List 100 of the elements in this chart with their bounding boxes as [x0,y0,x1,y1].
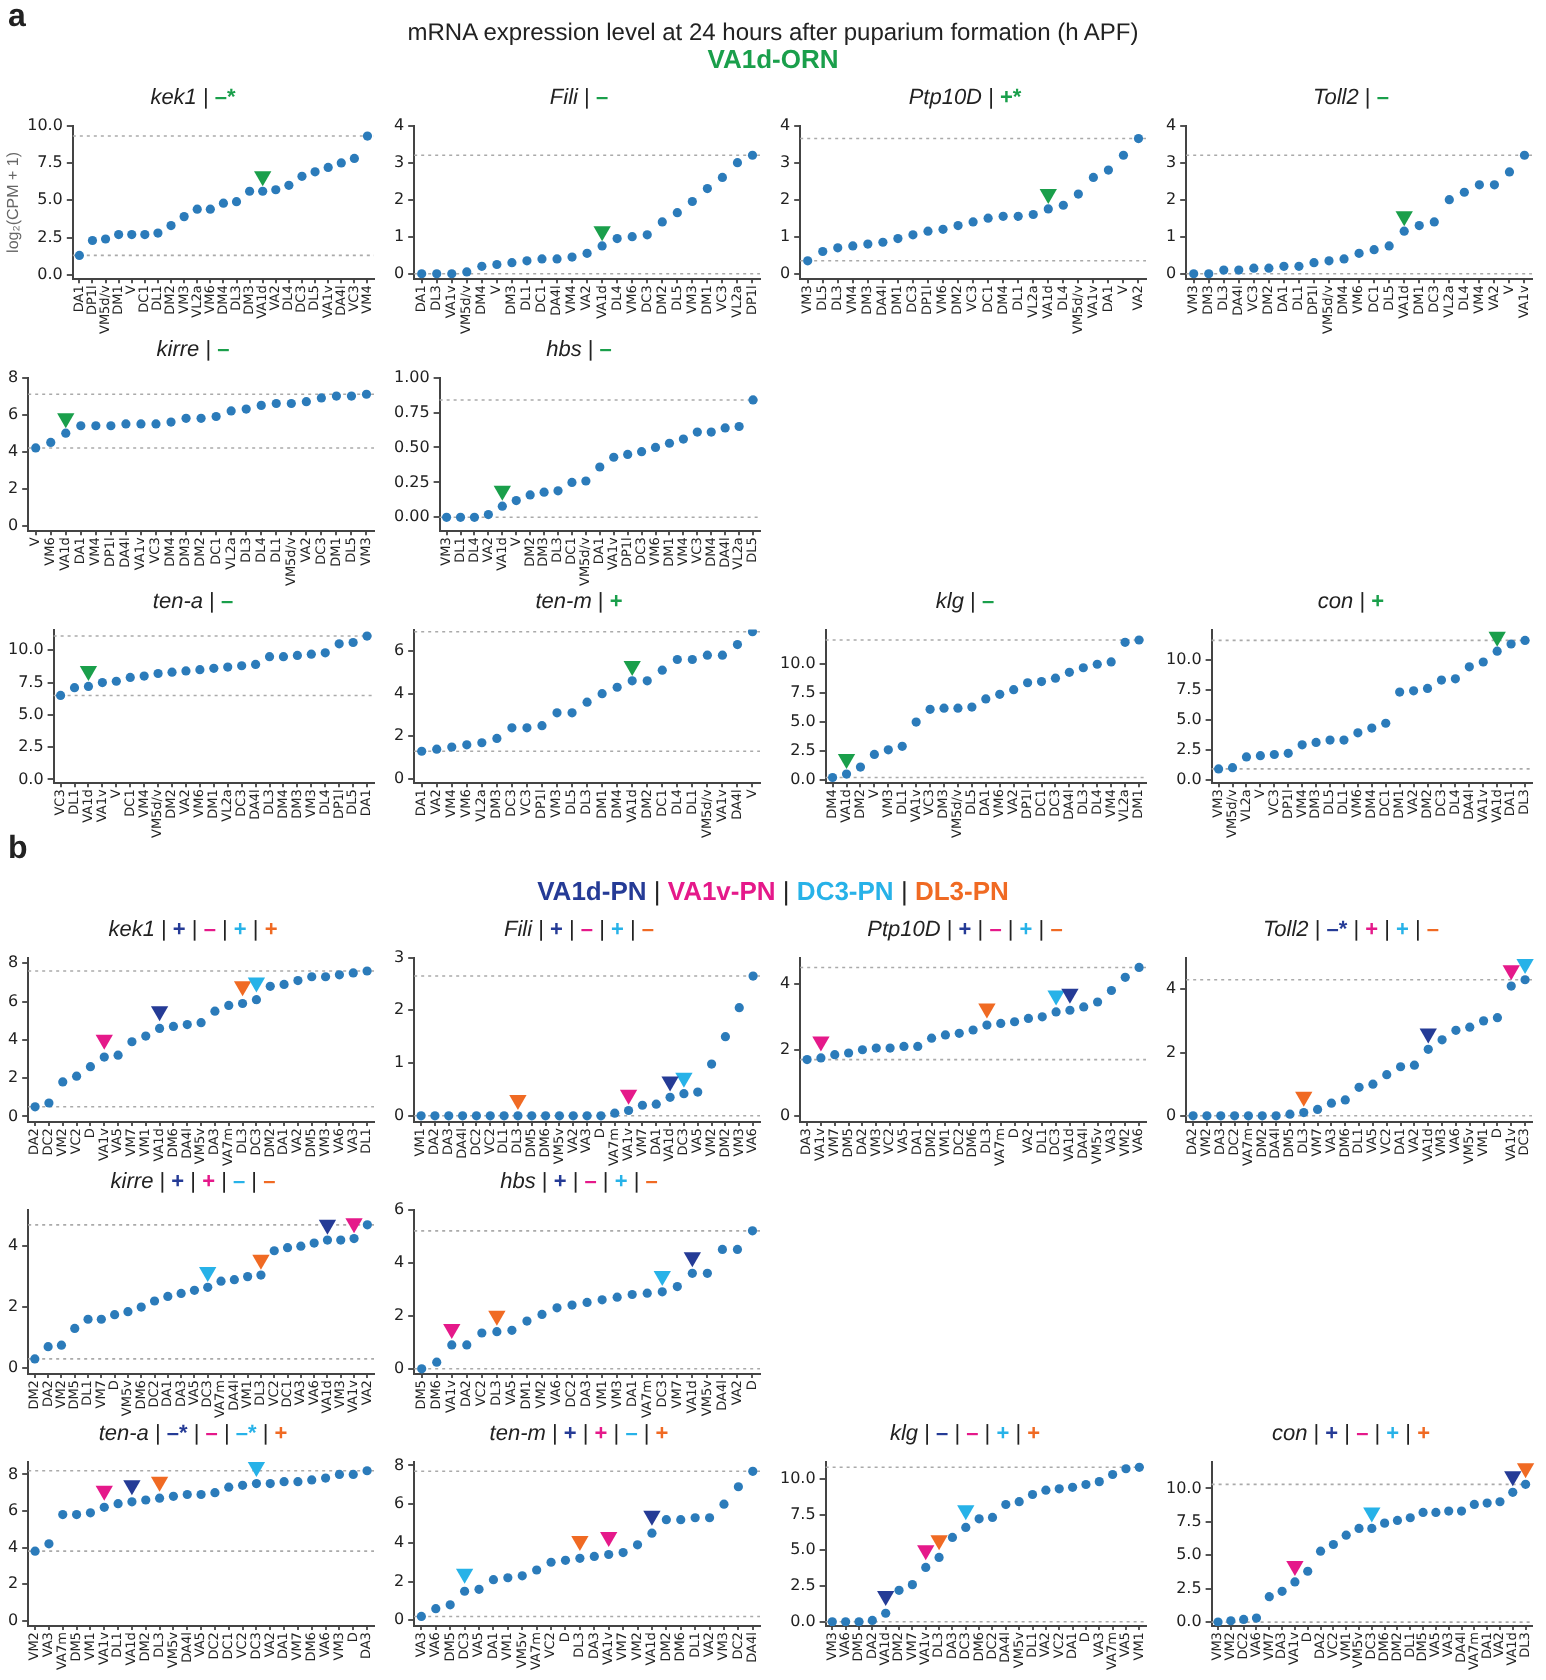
y-tick-label: 5.0 [790,712,816,731]
y-tick-label: 2 [7,1068,19,1087]
y-tick-label: 0 [393,1105,405,1124]
y-tick-label: 7.5 [790,1504,816,1523]
y-tick-label: 10.0 [780,654,816,673]
y-tick-label: 6 [393,1199,405,1218]
y-tick-label: 10.0 [27,115,63,134]
chart-title: ten-m | + | + | – | + [489,1422,669,1446]
chart-title: kek1 | –* [148,84,238,112]
chart-title: ten-a | – [150,588,236,616]
text: VA1d-PN | VA1v-PN | DC3-PN | DL3-PN [535,876,1011,906]
chart-title: Fili | + | – | + | – [503,918,655,942]
y-tick-label: 2.5 [790,741,816,760]
y-tick-label: 0 [393,263,405,282]
y-tick-label: 0 [393,1358,405,1377]
y-tick-label: 0 [7,515,19,534]
y-tick-label: 10.0 [8,640,44,659]
y-tick-label: 1 [393,1053,405,1072]
chart-title: ten-m | + [533,588,625,616]
y-tick-label: 4 [1165,115,1177,134]
y-tick-label: 6 [7,991,19,1010]
y-tick-label: 0.75 [394,402,430,421]
y-tick-label: 2 [1165,1042,1177,1061]
y-tick-label: 8 [7,367,19,386]
chart-title: ten-a | –* | – | –* | + [98,1422,288,1446]
y-tick-label: 5.0 [37,190,63,209]
y-tick-label: 8 [7,953,19,972]
y-tick-label: 0.0 [1176,769,1202,788]
y-tick-label: 2 [393,189,405,208]
y-tick-label: 6 [7,404,19,423]
y-tick-label: 2.5 [790,1576,816,1595]
y-tick-label: 0.0 [18,769,44,788]
y-tick-label: 1 [393,226,405,245]
y-tick-label: 4 [7,1030,19,1049]
y-tick-label: 2.5 [1176,1578,1202,1597]
y-tick-label: 6 [393,641,405,660]
y-tick-label: 0 [7,1610,19,1629]
y-tick-label: 2 [393,1305,405,1324]
y-tick-label: 2 [779,189,791,208]
y-tick-label: 0 [779,1105,791,1124]
y-axis-title: log₂(CPM + 1) [4,151,23,253]
y-tick-label: 0 [1165,263,1177,282]
chart-title: klg | – | – | + | + [889,1422,1041,1446]
y-tick-label: 3 [393,947,405,966]
y-tick-label: 3 [1165,152,1177,171]
y-tick-label: 3 [393,152,405,171]
y-tick-label: 2 [7,1297,19,1316]
y-tick-label: 5.0 [18,705,44,723]
y-tick-label: 2 [393,1000,405,1019]
chart-title: hbs | + | – | + | – [500,1170,658,1194]
y-tick-label: 0.50 [394,437,430,456]
y-tick-label: 2.5 [37,227,63,246]
y-tick-label: 6 [393,1494,405,1513]
chart-title: con | + [1315,588,1387,616]
y-tick-label: 5.0 [790,1540,816,1559]
text: VA1d-ORN [707,44,839,74]
y-tick-label: 10.0 [1166,649,1202,668]
y-tick-label: 1 [1165,226,1177,245]
y-tick-label: 4 [393,683,405,702]
y-tick-label: 2 [779,1039,791,1058]
chart-title: Toll2 | –* | + | + | – [1262,918,1440,942]
y-tick-label: 4 [7,1537,19,1556]
y-tick-label: 7.5 [1176,1511,1202,1530]
y-tick-label: 0 [7,1358,19,1377]
y-tick-label: 5.0 [1176,709,1202,728]
y-tick-label: 2 [7,1574,19,1593]
chart-title: hbs | – [544,336,614,364]
chart-title: con | + | – | + | + [1271,1422,1431,1446]
y-tick-label: 7.5 [1176,679,1202,698]
y-tick-label: 0.25 [394,472,430,491]
y-tick-label: 0 [1165,1105,1177,1124]
y-tick-label: 2 [393,726,405,745]
y-tick-label: 4 [779,974,791,993]
y-tick-label: 0 [7,1106,19,1125]
y-tick-label: 7.5 [18,672,44,691]
y-tick-label: 0 [779,263,791,282]
chart-title: klg | – [933,588,997,616]
y-tick-label: 7.5 [790,683,816,702]
y-tick-label: 0 [393,769,405,788]
y-tick-label: 0.0 [1176,1612,1202,1631]
y-tick-label: 10.0 [780,1468,816,1487]
chart-title: kirre | + | + | – | – [110,1170,276,1194]
y-tick-label: 8 [7,1464,19,1483]
y-tick-label: 1.00 [394,367,430,386]
text: b [8,832,28,868]
y-tick-label: 4 [7,1236,19,1255]
y-tick-label: 2.5 [18,737,44,756]
y-tick-label: 7.5 [37,153,63,172]
y-tick-label: 0.00 [394,507,430,526]
y-tick-label: 2 [1165,189,1177,208]
y-tick-label: 4 [1165,979,1177,998]
y-tick-label: 0.0 [37,264,63,283]
text: mRNA expression level at 24 hours after puparium formation (h APF) [407,18,1139,46]
y-tick-label: 1 [779,226,791,245]
y-tick-label: 10.0 [1166,1478,1202,1497]
y-tick-label: 2 [393,1571,405,1590]
chart-title: Toll2 | – [1311,84,1391,112]
chart-title: Ptp10D | +* [906,84,1024,112]
chart-title: Fili | – [547,84,611,112]
y-tick-label: 6 [7,1501,19,1520]
